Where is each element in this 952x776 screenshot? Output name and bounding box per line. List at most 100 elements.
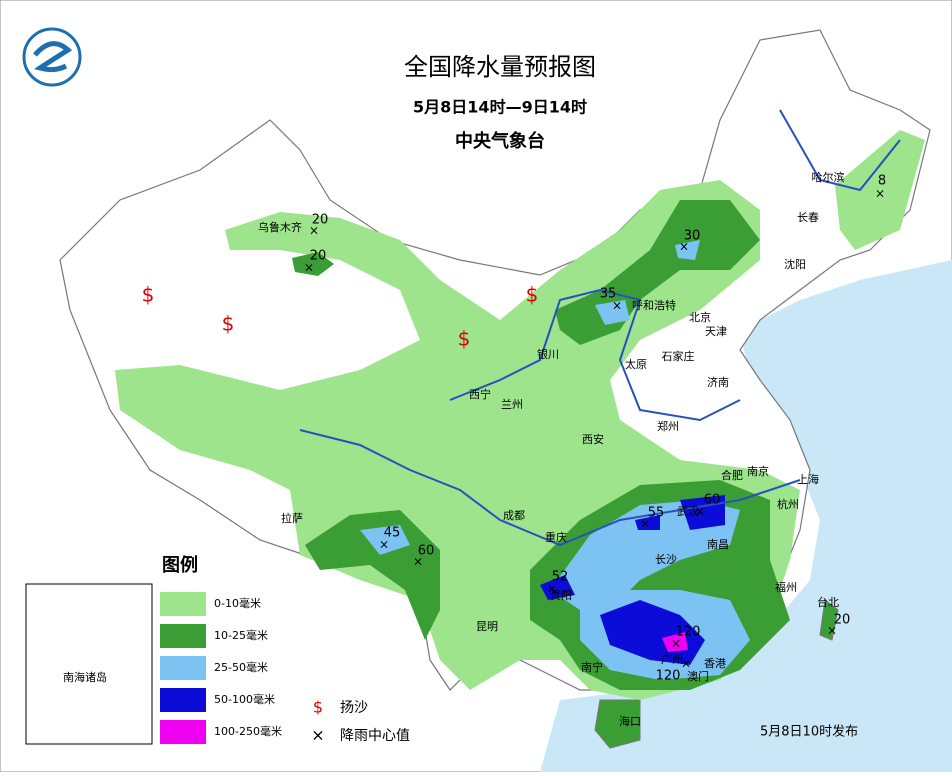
rain-center-value: 30: [684, 229, 701, 244]
title: 全国降水量预报图: [404, 53, 596, 81]
rain-center-mark: ×: [612, 299, 622, 313]
city-label: 银川: [537, 347, 559, 361]
rain-area-25-50: [360, 240, 700, 555]
rain-center-mark: ×: [875, 187, 885, 201]
rain-center-value: 35: [600, 287, 617, 302]
city-label: 济南: [707, 375, 729, 389]
inset-frame: [25, 583, 153, 745]
city-label: 北京: [689, 310, 711, 324]
city-label: 澳门: [687, 669, 709, 683]
city-label: 呼和浩特: [632, 298, 676, 312]
legend-title: 图例: [162, 554, 198, 576]
period: 5月8日14时—9日14时: [413, 98, 587, 117]
rain-center-mark: ×: [413, 555, 423, 569]
rain-center-mark: ×: [547, 582, 557, 596]
legend-label: 25-50毫米: [214, 660, 268, 674]
rain-area-0-10: [835, 130, 925, 250]
city-label: 贵阳: [550, 589, 572, 602]
river: [299, 429, 801, 547]
rain-area-100-250: [662, 632, 688, 652]
rain-center-value: 20: [310, 249, 327, 264]
rain-center-value: 8: [878, 174, 886, 189]
logo: [22, 27, 82, 87]
city-label: 南昌: [707, 538, 729, 551]
city-label: 太原: [625, 358, 647, 371]
legend-label: 10-25毫米: [214, 628, 268, 642]
rain-center-mark: ×: [671, 637, 681, 651]
city-label: 重庆: [545, 530, 567, 544]
legend-swatch: [160, 624, 206, 648]
city-label: 兰州: [501, 398, 523, 411]
city-label: 西宁: [469, 387, 491, 401]
rain-area-10-25: [292, 252, 334, 276]
rain-center-mark: ×: [679, 240, 689, 254]
rain-center-mark: ×: [695, 505, 705, 519]
rain-area-50-100: [540, 495, 725, 665]
city-label: 沈阳: [784, 257, 806, 271]
inset-label: 南海诸岛: [63, 670, 107, 684]
rain-center-mark: ×: [309, 224, 319, 238]
city-label: 郑州: [657, 419, 679, 433]
city-label: 南宁: [581, 660, 603, 674]
rain-center-value: 60: [704, 493, 721, 508]
city-label: 石家庄: [662, 349, 695, 363]
city-label: 武汉: [677, 505, 699, 518]
hainan: [594, 699, 641, 749]
rain-center-value: 60: [418, 544, 435, 559]
river: [779, 109, 901, 192]
rain-center-value: 52: [552, 570, 569, 585]
rain-center-value: 20: [312, 213, 329, 228]
rain-center-value: 20: [834, 613, 851, 628]
city-label: 福州: [775, 580, 797, 594]
taiwan: [819, 599, 839, 641]
river: [449, 288, 741, 422]
city-label: 台北: [817, 595, 839, 609]
city-label: 上海: [797, 472, 819, 486]
sand-icon: $: [142, 283, 155, 307]
rain-center-value: 55: [648, 506, 665, 521]
city-label: 拉萨: [281, 511, 303, 525]
rain-center-value: 120: [656, 669, 681, 684]
city-label: 长沙: [655, 553, 677, 566]
city-label: 海口: [619, 714, 641, 728]
rain-center-mark: ×: [681, 657, 691, 671]
issuer: 中央气象台: [455, 130, 545, 152]
legend-swatch: [160, 720, 206, 744]
legend-symbol: ×: [311, 726, 324, 745]
city-label: 合肥: [721, 468, 743, 482]
rain-center-value: 120: [676, 625, 701, 640]
legend-swatch: [160, 688, 206, 712]
city-label: 昆明: [476, 620, 498, 633]
legend-label: 0-10毫米: [214, 596, 261, 610]
legend-label: 扬沙: [340, 700, 368, 716]
city-label: 哈尔滨: [812, 170, 845, 184]
rain-center-mark: ×: [304, 261, 314, 275]
rain-center-mark: ×: [379, 538, 389, 552]
rain-center-mark: ×: [827, 624, 837, 638]
city-label: 香港: [704, 657, 726, 670]
sand-icon: $: [526, 283, 539, 307]
rain-center-mark: ×: [640, 517, 650, 531]
city-label: 长春: [797, 211, 819, 224]
legend-label: 50-100毫米: [214, 692, 275, 706]
sand-icon: $: [458, 327, 471, 351]
city-label: 乌鲁木齐: [258, 220, 302, 234]
legend-swatch: [160, 592, 206, 616]
legend-swatch: [160, 656, 206, 680]
city-label: 成都: [503, 509, 525, 522]
issued-note: 5月8日10时发布: [760, 724, 858, 740]
city-label: 西安: [582, 432, 604, 446]
sand-icon: $: [222, 312, 235, 336]
logo-mark: [33, 41, 73, 73]
city-label: 杭州: [777, 497, 799, 511]
city-label: 南京: [747, 464, 769, 478]
legend-label: 降雨中心值: [340, 728, 410, 744]
city-label: 广州: [661, 653, 683, 666]
legend-label: 100-250毫米: [214, 724, 282, 738]
rain-center-value: 45: [384, 526, 401, 541]
legend-symbol: $: [313, 698, 323, 717]
city-label: 天津: [705, 325, 727, 338]
sea: [540, 260, 952, 772]
overlay: 0-10毫米 10-25毫米 25-50毫米 50-100毫米 100-250毫米 $ 扬沙…: [142, 170, 887, 745]
